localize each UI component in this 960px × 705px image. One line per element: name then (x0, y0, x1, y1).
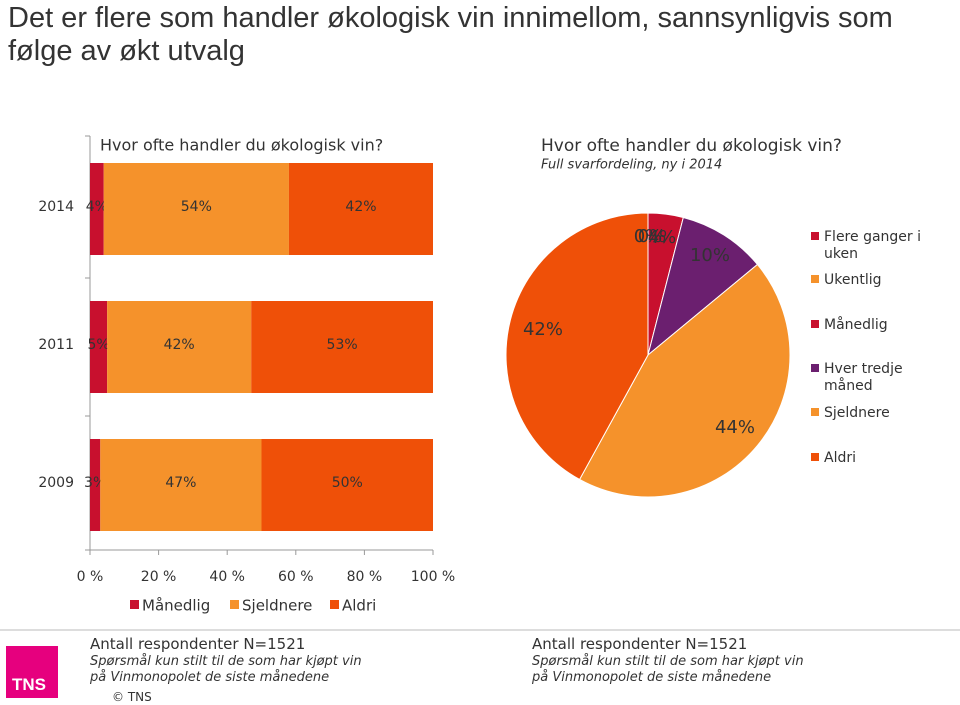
bar (100, 439, 262, 531)
slice-label: 10% (690, 245, 730, 266)
bar (251, 301, 433, 393)
x-tick-label: 80 % (347, 569, 383, 585)
bar (288, 163, 433, 255)
y-tick-label: 2011 (38, 337, 74, 353)
bar (103, 163, 289, 255)
bar-label: 42% (164, 337, 195, 353)
legend-swatch (811, 408, 819, 416)
bar-label: 4% (86, 199, 108, 215)
slide-title: Det er flere som handler økologisk vin i… (8, 2, 893, 67)
bar (90, 439, 101, 531)
x-tick-label: 40 % (209, 569, 245, 585)
x-tick-label: 100 % (411, 569, 455, 585)
bar (90, 163, 104, 255)
legend-label: Månedlig (824, 317, 888, 333)
legend-label: Ukentlig (824, 272, 882, 288)
bar (90, 301, 108, 393)
footnote: Antall respondenter N=1521 (90, 635, 306, 653)
slice-label: 4% (648, 227, 677, 248)
legend-swatch (130, 600, 139, 609)
legend-label: Flere ganger i uken (824, 229, 922, 262)
legend-label: Hver tredje måned (824, 361, 903, 394)
slice-label: 0% (638, 226, 667, 247)
legend-swatch (811, 364, 819, 372)
chart-subtitle: Full svarfordeling, ny i 2014 (541, 158, 722, 173)
bar-label: 42% (345, 199, 376, 215)
pie-slice (647, 216, 759, 357)
bar (107, 301, 252, 393)
x-tick-label: 60 % (278, 569, 314, 585)
legend-label: Månedlig (142, 597, 210, 615)
legend-swatch (811, 232, 819, 240)
y-tick-label: 2009 (38, 475, 74, 491)
slice-label: 0% (634, 226, 663, 247)
bar (261, 439, 433, 531)
pie-slice (578, 263, 791, 498)
chart-title: Hvor ofte handler du økologisk vin? (541, 136, 842, 156)
logo-text: TNS (12, 675, 46, 694)
bar-label: 47% (165, 475, 196, 491)
chart-title: Hvor ofte handler du økologisk vin? (100, 136, 383, 155)
y-tick-label: 2014 (38, 199, 74, 215)
bar-label: 53% (327, 337, 358, 353)
legend-swatch (811, 320, 819, 328)
bar-label: 50% (332, 475, 363, 491)
slice-label: 44% (715, 417, 755, 438)
legend-swatch (811, 453, 819, 461)
legend-swatch (330, 600, 339, 609)
bar-label: 5% (87, 337, 109, 353)
slice-label: 42% (523, 319, 563, 340)
legend-swatch (230, 600, 239, 609)
logo: TNS (6, 646, 58, 698)
footnote-note: Spørsmål kun stilt til de som har kjøpt … (90, 654, 362, 685)
footnote: Antall respondenter N=1521 (532, 635, 748, 653)
legend-label: Aldri (342, 597, 376, 615)
legend-swatch (811, 275, 819, 283)
x-tick-label: 0 % (77, 569, 104, 585)
pie-slice (505, 212, 649, 481)
legend-label: Sjeldnere (242, 597, 312, 615)
legend-label: Sjeldnere (824, 405, 890, 421)
footnote-note: Spørsmål kun stilt til de som har kjøpt … (532, 654, 804, 685)
x-tick-label: 20 % (141, 569, 177, 585)
bar-label: 54% (181, 199, 212, 215)
legend-label: Aldri (824, 450, 856, 466)
copyright: © TNS (112, 690, 152, 704)
